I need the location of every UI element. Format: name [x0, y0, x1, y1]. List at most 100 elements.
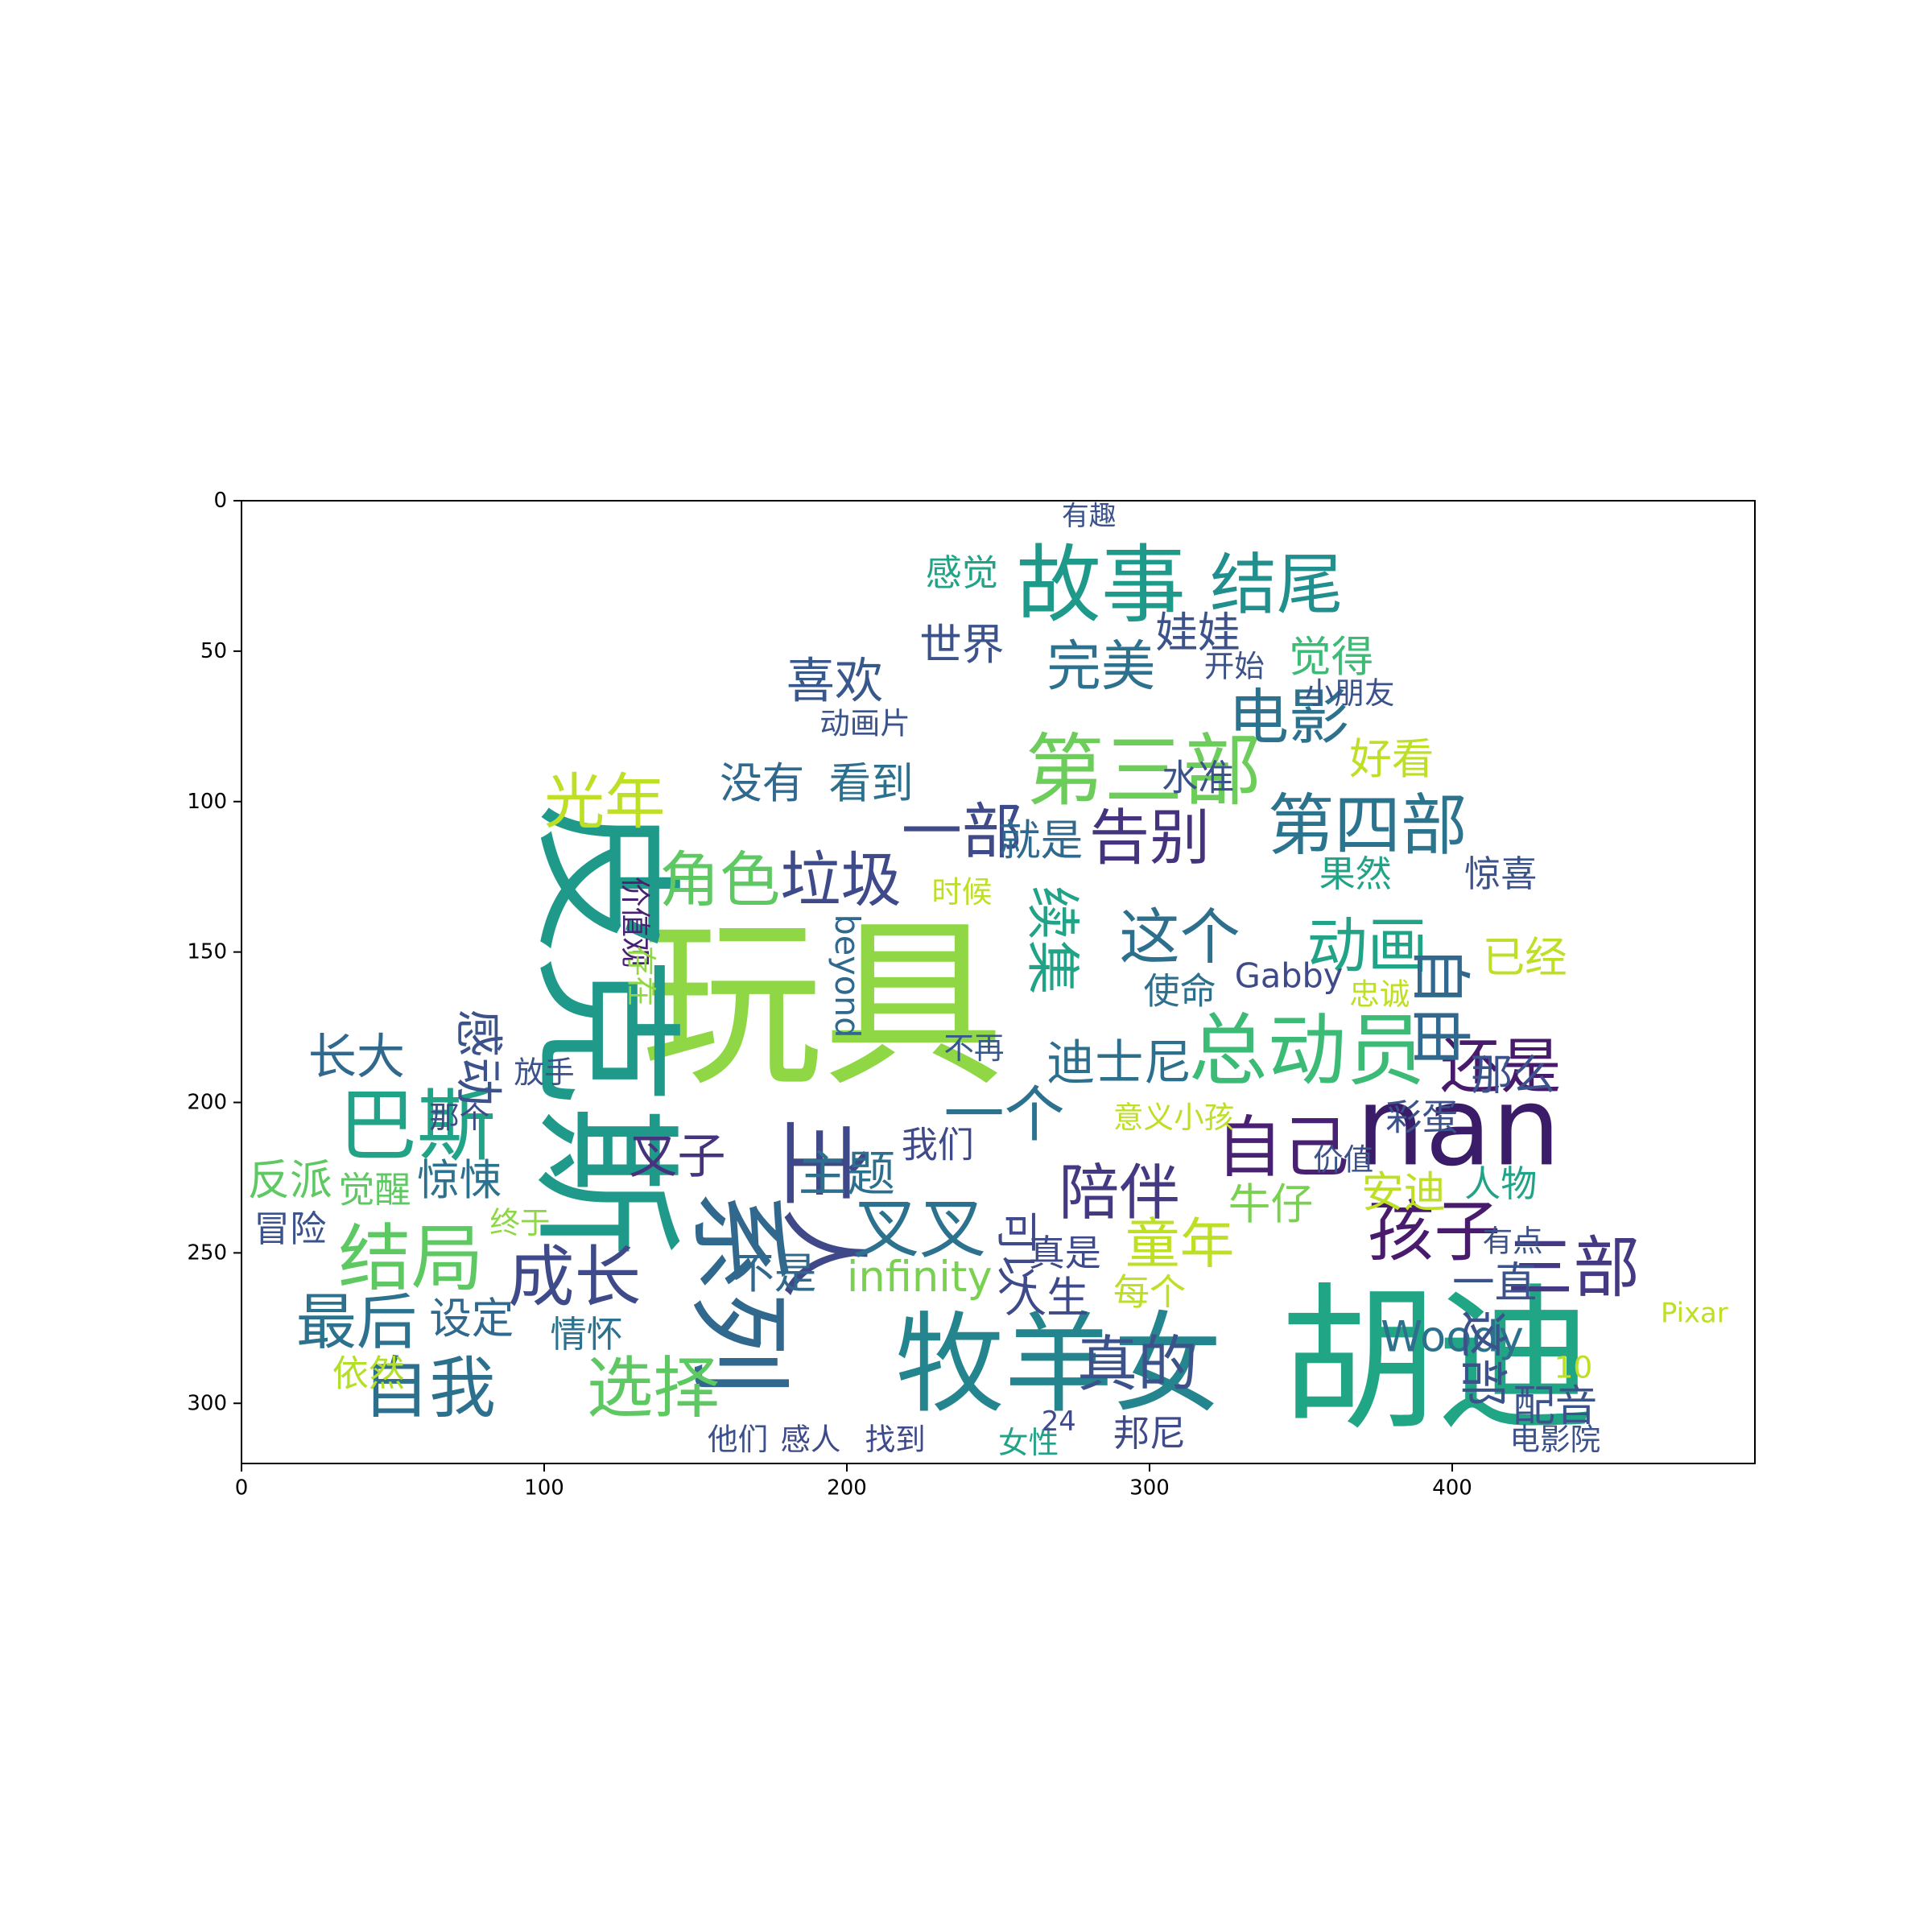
wordcloud-word: 皮克斯: [517, 803, 693, 1257]
wordcloud-word: 就是: [998, 816, 1083, 865]
wordcloud-word: 不再: [943, 1030, 1004, 1066]
wordcloud-word: 人生: [1005, 1274, 1089, 1323]
y-tick-label: 0: [213, 489, 227, 513]
wordcloud-word: 迪士尼: [1046, 1035, 1192, 1092]
wordcloud-word: 感觉: [926, 551, 998, 594]
wordcloud-word: 牛仔: [1228, 1180, 1313, 1229]
wordcloud-word: 巴斯: [338, 1080, 496, 1172]
wordcloud-word: nan: [1356, 1063, 1561, 1190]
wordcloud-word: Gabby: [1235, 957, 1343, 996]
wordcloud-word: 娃娃: [1156, 609, 1241, 658]
wordcloud-word: Pixar: [1661, 1298, 1728, 1329]
wordcloud-word: 依然: [332, 1352, 405, 1394]
wordcloud-word: 第三部: [1026, 725, 1261, 817]
wordcloud-word: 角色: [659, 844, 780, 915]
wordcloud-word: 小孩: [1174, 1100, 1234, 1135]
wordcloud-word: 真的: [1077, 1329, 1198, 1400]
wordcloud-word: 彩蛋: [1385, 1096, 1458, 1139]
wordcloud-word: 成长: [508, 1238, 641, 1316]
x-tick-label: 300: [1129, 1476, 1170, 1500]
wordcloud-word: 一个: [943, 1079, 1064, 1150]
wordcloud-word: 设定: [429, 1294, 514, 1344]
y-tick-label: 200: [187, 1091, 227, 1115]
wordcloud-word: 价值观: [617, 877, 653, 968]
wordcloud-word: 主题: [799, 1146, 895, 1203]
y-tick-label: 100: [187, 790, 227, 814]
wordcloud-word: 动画片: [819, 706, 910, 741]
wordcloud-word: 光年: [544, 766, 665, 837]
wordcloud-word: 安迪: [1361, 1168, 1446, 1217]
wordcloud-word: 可以: [992, 1211, 1041, 1295]
wordcloud-word: 感动: [449, 1009, 506, 1105]
wordcloud-word: 一直: [1452, 1258, 1537, 1307]
y-tick-label: 50: [200, 639, 227, 663]
wordcloud-word: 完美: [1046, 634, 1155, 698]
wordcloud-word: 反派: [248, 1156, 332, 1205]
wordcloud-word: 一部: [902, 796, 1022, 867]
wordcloud-word: 存在: [623, 946, 658, 1006]
wordcloud-word: 惊悚: [417, 1156, 502, 1205]
wordcloud-word: 惊喜: [1464, 852, 1537, 895]
wordcloud-word: 女性: [998, 1425, 1059, 1460]
wordcloud-word: 最后: [296, 1286, 417, 1357]
wordcloud-word: 自己: [1216, 1108, 1349, 1187]
wordcloud-word: 那么: [1471, 1051, 1555, 1100]
wordcloud-word: 结尾: [1210, 546, 1343, 624]
wordcloud-word: 开始: [1204, 649, 1265, 684]
wordcloud-word: 时候: [931, 874, 992, 910]
wordcloud-word: 自我: [362, 1349, 495, 1427]
wordcloud-word: 系列: [678, 1189, 798, 1395]
wordcloud-word: Woody: [1381, 1313, 1524, 1362]
wordcloud-word: 告别: [1089, 803, 1210, 873]
wordcloud-word: 有点: [1483, 1223, 1543, 1258]
wordcloud-word: 意义: [1113, 1100, 1174, 1135]
wordcloud-word: 结局: [338, 1216, 483, 1301]
wordcloud-word: 放手: [514, 1055, 574, 1090]
axis-layer: 0 100 200 300 400 0 50 100 150 200 250 300: [187, 489, 1472, 1500]
x-tick-label: 0: [235, 1476, 249, 1500]
wordcloud-word: 自由: [1405, 946, 1476, 1067]
wordcloud-word: infinity: [847, 1253, 993, 1302]
wordcloud-word: 电影院: [1509, 1422, 1600, 1457]
wordcloud-word: 水准: [1162, 756, 1234, 799]
wordcloud-word: 每个: [1113, 1271, 1186, 1314]
wordcloud-word: 24: [1042, 1406, 1076, 1437]
wordcloud-word: 故事: [1017, 535, 1187, 634]
y-tick-label: 300: [187, 1391, 227, 1415]
wordcloud-word: 真是: [1029, 1232, 1101, 1274]
wordcloud-word: 10: [1554, 1349, 1592, 1385]
wordcloud-word: 感人: [780, 1422, 840, 1457]
wordcloud-word: 孩子: [1368, 1193, 1501, 1271]
wordcloud-word: 那个: [429, 1100, 489, 1135]
x-tick-label: 200: [827, 1476, 867, 1500]
wordcloud-word: 电影: [1228, 682, 1349, 753]
wordcloud-word: 果然: [1319, 852, 1392, 895]
wordcloud-word: 陪伴: [1059, 1158, 1179, 1228]
wordcloud-word: 忠诚: [1349, 976, 1410, 1012]
wordcloud-word: 他们: [708, 1422, 768, 1457]
wordcloud-word: 邦尼: [1113, 1412, 1186, 1455]
wordcloud-word: 觉醒: [338, 1168, 411, 1211]
wordcloud-word: 胡迪: [1280, 1269, 1595, 1452]
wordcloud-word: 主人: [770, 1117, 876, 1299]
wordcloud-word: 叉叉: [853, 1190, 986, 1268]
wordcloud-word: 好看: [1349, 735, 1434, 784]
wordcloud-word: 童年: [1125, 1212, 1234, 1276]
wordcloud-word: 冒险: [254, 1208, 326, 1250]
wordcloud-word: 动画: [1307, 910, 1428, 981]
plot-frame: [241, 500, 1756, 1464]
wordcloud-word: 三部: [1507, 1229, 1640, 1307]
wordcloud-word: 垃圾: [780, 844, 901, 915]
wordcloud-word: 没有: [720, 759, 804, 808]
y-tick-label: 250: [187, 1241, 227, 1265]
wordcloud-word: 不是: [732, 1249, 816, 1298]
wordcloud-word: 第四部: [1268, 786, 1468, 865]
wordcloud-word: 牧羊女: [895, 1301, 1222, 1428]
wordcloud-word: 小朋友: [1304, 675, 1395, 711]
wordcloud-word: 配音: [1513, 1382, 1597, 1431]
wordcloud-word: 有趣: [1062, 500, 1117, 531]
wordcloud-word: 使命: [1143, 970, 1216, 1013]
wordcloud-word: 价值: [1313, 1142, 1373, 1178]
